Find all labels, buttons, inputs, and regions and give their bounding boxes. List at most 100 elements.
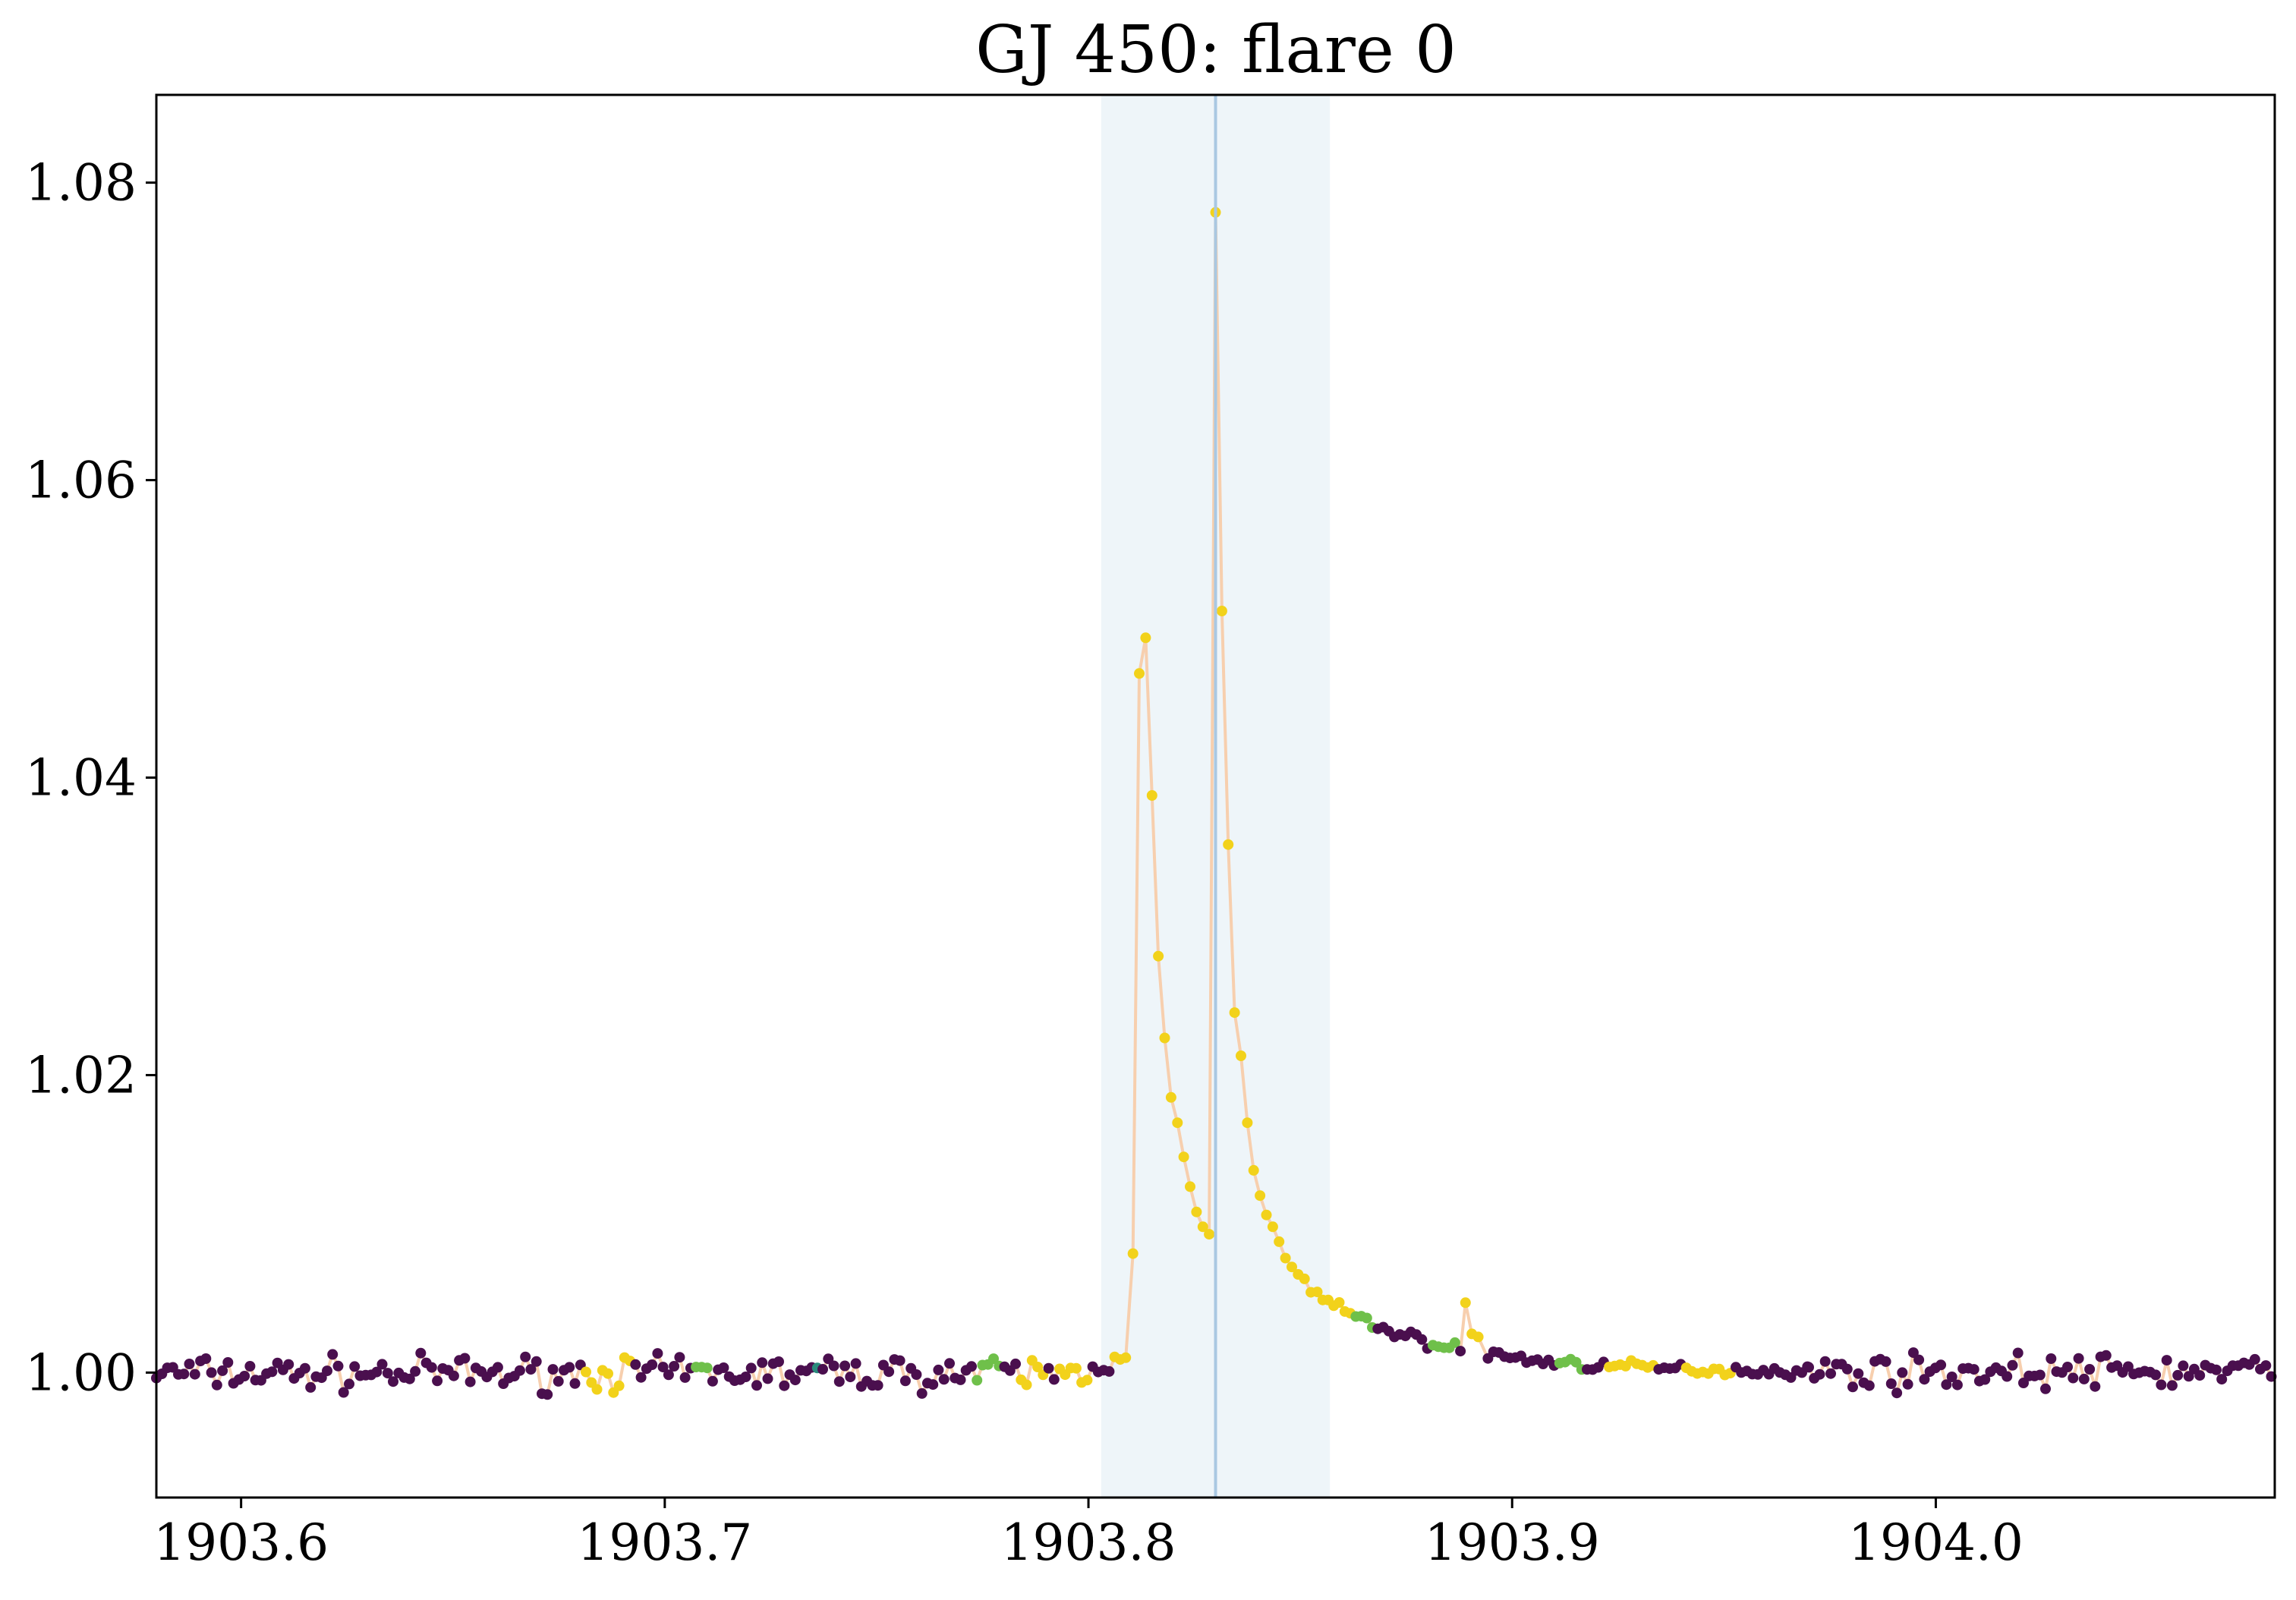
- data-point: [1280, 1252, 1291, 1264]
- data-point: [1153, 950, 1164, 962]
- data-point: [465, 1376, 476, 1387]
- data-point: [1814, 1369, 1825, 1380]
- y-tick-label: 1.08: [25, 154, 137, 213]
- data-point: [1127, 1248, 1139, 1259]
- data-point: [1919, 1374, 1930, 1385]
- data-point: [2012, 1347, 2024, 1359]
- data-point: [938, 1374, 950, 1385]
- data-point: [222, 1357, 234, 1368]
- data-point: [1120, 1352, 1132, 1363]
- data-point: [1216, 606, 1227, 616]
- data-point: [371, 1366, 383, 1378]
- x-tick-label: 1903.9: [1425, 1513, 1600, 1572]
- data-point: [591, 1384, 603, 1395]
- data-point: [647, 1359, 658, 1370]
- data-point: [2166, 1380, 2178, 1391]
- data-point: [707, 1375, 718, 1387]
- data-point: [244, 1361, 256, 1372]
- data-point: [789, 1375, 801, 1386]
- data-point: [669, 1361, 680, 1372]
- data-point: [1455, 1346, 1466, 1357]
- data-point: [266, 1366, 278, 1378]
- data-point: [283, 1359, 294, 1370]
- data-point: [850, 1358, 861, 1369]
- data-point: [1361, 1312, 1372, 1324]
- data-point: [1021, 1379, 1032, 1391]
- data-point: [1267, 1221, 1278, 1233]
- data-point: [1863, 1380, 1875, 1391]
- data-point: [1913, 1354, 1925, 1365]
- data-point: [2150, 1369, 2162, 1381]
- data-point: [184, 1359, 195, 1369]
- data-point: [448, 1370, 459, 1381]
- data-point: [679, 1372, 691, 1383]
- data-point: [2249, 1353, 2260, 1365]
- data-point: [376, 1359, 388, 1370]
- data-point: [459, 1353, 471, 1364]
- y-tick-label: 1.02: [25, 1046, 137, 1104]
- data-point: [569, 1378, 581, 1389]
- data-point: [189, 1369, 200, 1380]
- data-point: [2172, 1369, 2184, 1381]
- data-point: [1803, 1362, 1814, 1373]
- data-point: [1299, 1273, 1310, 1284]
- data-point: [883, 1366, 895, 1378]
- data-point: [1255, 1190, 1266, 1202]
- data-point: [988, 1353, 999, 1365]
- y-tick-label: 1.00: [25, 1343, 137, 1402]
- data-point: [178, 1369, 190, 1380]
- data-point: [740, 1372, 751, 1382]
- data-point: [603, 1368, 613, 1379]
- data-point: [2090, 1381, 2101, 1392]
- data-point: [553, 1375, 564, 1387]
- data-point: [1416, 1334, 1428, 1345]
- data-point: [547, 1364, 559, 1375]
- plot-area: [151, 95, 2277, 1498]
- data-point: [845, 1372, 856, 1383]
- data-point: [2078, 1373, 2090, 1384]
- data-point: [2194, 1370, 2206, 1381]
- x-axis: 1903.6 1903.7 1903.8 1903.9 1904.0: [153, 1498, 2024, 1572]
- data-point: [751, 1380, 762, 1391]
- data-point: [674, 1352, 685, 1363]
- data-point: [1159, 1032, 1170, 1044]
- data-point: [410, 1365, 421, 1377]
- data-point: [745, 1362, 757, 1374]
- data-point: [2062, 1362, 2073, 1372]
- data-point: [531, 1356, 542, 1367]
- data-point: [1885, 1378, 1897, 1389]
- data-point: [663, 1369, 674, 1381]
- data-point: [1274, 1236, 1285, 1247]
- data-point: [1312, 1287, 1323, 1298]
- data-point: [1902, 1378, 1913, 1390]
- data-point: [492, 1362, 503, 1373]
- data-point: [1236, 1050, 1246, 1061]
- data-point: [613, 1380, 625, 1391]
- data-point: [1935, 1359, 1947, 1371]
- data-point: [1197, 1221, 1208, 1233]
- data-point: [1010, 1358, 1021, 1369]
- data-point: [2002, 1371, 2013, 1382]
- data-point: [944, 1358, 955, 1369]
- data-point: [1104, 1365, 1115, 1377]
- y-axis: 1.00 1.02 1.04 1.06 1.08: [25, 154, 156, 1402]
- data-point: [1968, 1364, 1979, 1375]
- data-points-layer: [151, 206, 2277, 1400]
- data-point: [327, 1349, 339, 1360]
- data-point: [2216, 1374, 2228, 1385]
- data-point: [525, 1364, 537, 1375]
- data-point: [2161, 1355, 2172, 1366]
- data-point: [2122, 1361, 2134, 1372]
- data-point: [1472, 1331, 1484, 1343]
- data-point: [299, 1362, 310, 1374]
- chart-title: GJ 450: flare 0: [975, 12, 1457, 88]
- data-point: [833, 1376, 845, 1387]
- data-point: [1134, 668, 1145, 679]
- y-tick-label: 1.06: [25, 452, 137, 510]
- data-point: [217, 1365, 228, 1376]
- data-point: [581, 1366, 591, 1378]
- data-point: [894, 1355, 905, 1366]
- data-point: [1223, 839, 1234, 850]
- data-point: [1140, 632, 1151, 644]
- data-point: [344, 1378, 354, 1390]
